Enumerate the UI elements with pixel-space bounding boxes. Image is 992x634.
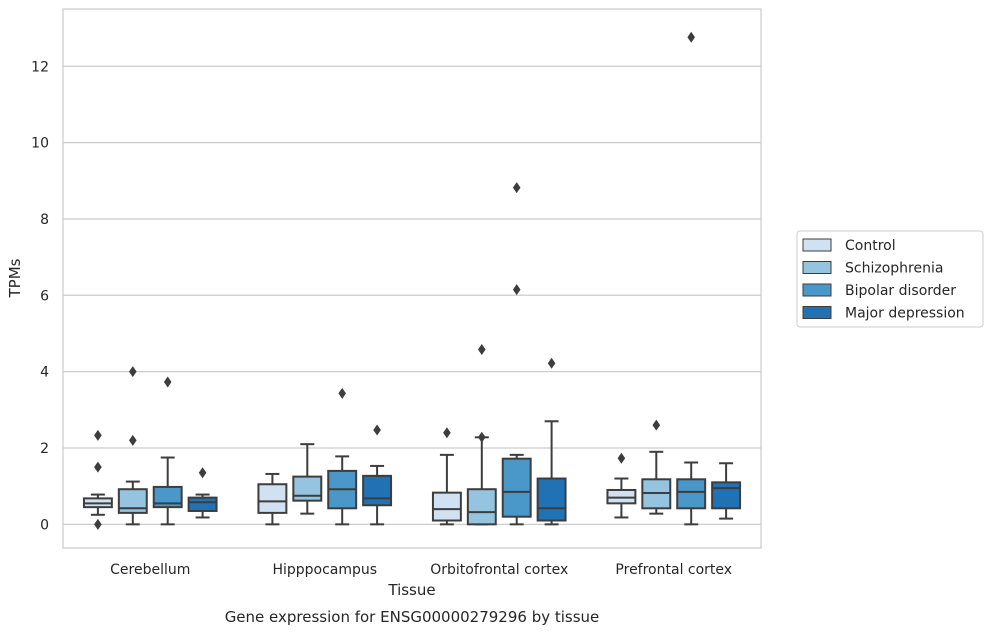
box-iqr: [152, 485, 183, 509]
y-axis-label: TPMs: [6, 258, 24, 298]
outlier-point: [687, 31, 695, 43]
box-3-0: [187, 467, 218, 519]
x-tick-label: Hipppocampus: [272, 562, 377, 578]
box-1-3: [641, 419, 672, 515]
y-tick-label: 12: [31, 59, 49, 75]
outlier-point: [443, 427, 451, 439]
outlier-point: [373, 424, 381, 436]
box-3-1: [362, 424, 393, 526]
outlier-point: [547, 357, 556, 369]
box-3-3: [711, 462, 742, 520]
legend-swatch: [802, 283, 832, 297]
box-iqr: [711, 481, 742, 510]
box-iqr: [676, 478, 707, 510]
y-tick-label: 0: [40, 517, 49, 533]
legend-swatch: [802, 306, 832, 319]
legend: Control Schizophrenia Bipolar disorder Majo…: [796, 230, 984, 328]
box-2-2: [501, 182, 532, 526]
box-2-1: [327, 387, 358, 526]
box-3-2: [536, 357, 567, 526]
y-tick-label: 4: [40, 365, 49, 381]
outlier-point: [198, 467, 207, 479]
legend-label: Control: [845, 238, 896, 254]
box-2-0: [152, 376, 183, 526]
y-tick-label: 2: [40, 441, 49, 457]
box-1-0: [117, 366, 148, 526]
outlier-point: [94, 461, 102, 473]
box-0-0: [82, 429, 113, 530]
legend-label: Major depression: [845, 306, 965, 322]
y-tick-label: 6: [40, 288, 49, 304]
box-iqr: [362, 474, 393, 507]
outlier-point: [512, 182, 521, 194]
legend-frame: [796, 230, 984, 328]
box-iqr: [466, 488, 497, 526]
y-tick-label: 8: [40, 212, 49, 228]
outlier-point: [652, 419, 661, 431]
box-iqr: [117, 488, 148, 514]
outlier-point: [94, 518, 102, 530]
box-1-1: [292, 443, 323, 515]
y-tick-label: 10: [31, 136, 49, 152]
box-0-2: [431, 427, 462, 526]
outlier-point: [512, 284, 521, 296]
legend-label: Bipolar disorder: [845, 283, 956, 299]
outlier-point: [338, 387, 346, 399]
outlier-point: [163, 376, 172, 388]
x-axis-ticks: Cerebellum Hipppocampus Orbitofrontal cort…: [110, 562, 732, 578]
box-2-3: [676, 31, 707, 526]
box-iqr: [536, 477, 567, 522]
outlier-point: [129, 434, 137, 446]
outlier-point: [129, 366, 137, 378]
box-iqr: [431, 491, 462, 522]
legend-swatch: [802, 261, 832, 274]
x-tick-label: Prefrontal cortex: [615, 562, 732, 578]
x-axis-label: Tissue: [387, 581, 435, 599]
box-iqr: [187, 496, 218, 512]
box-0-1: [257, 472, 288, 526]
box-0-3: [606, 452, 637, 519]
plot-area-frame: [62, 8, 762, 549]
outlier-point: [617, 452, 626, 464]
box-iqr: [257, 483, 288, 514]
y-axis-ticks: 0 2 4 6 8 10 12: [31, 59, 49, 533]
boxes: [82, 31, 742, 530]
legend-label: Schizophrenia: [845, 261, 943, 277]
x-tick-label: Orbitofrontal cortex: [430, 562, 568, 578]
outlier-point: [478, 344, 486, 356]
figure-caption: Gene expression for ENSG00000279296 by t…: [225, 608, 600, 626]
outlier-point: [478, 431, 486, 443]
x-tick-label: Cerebellum: [110, 562, 190, 578]
box-iqr: [501, 457, 532, 518]
legend-swatch: [802, 238, 832, 252]
grid-lines: [63, 65, 761, 525]
box-1-2: [466, 344, 497, 526]
outlier-point: [94, 429, 102, 441]
box-iqr: [292, 475, 323, 502]
